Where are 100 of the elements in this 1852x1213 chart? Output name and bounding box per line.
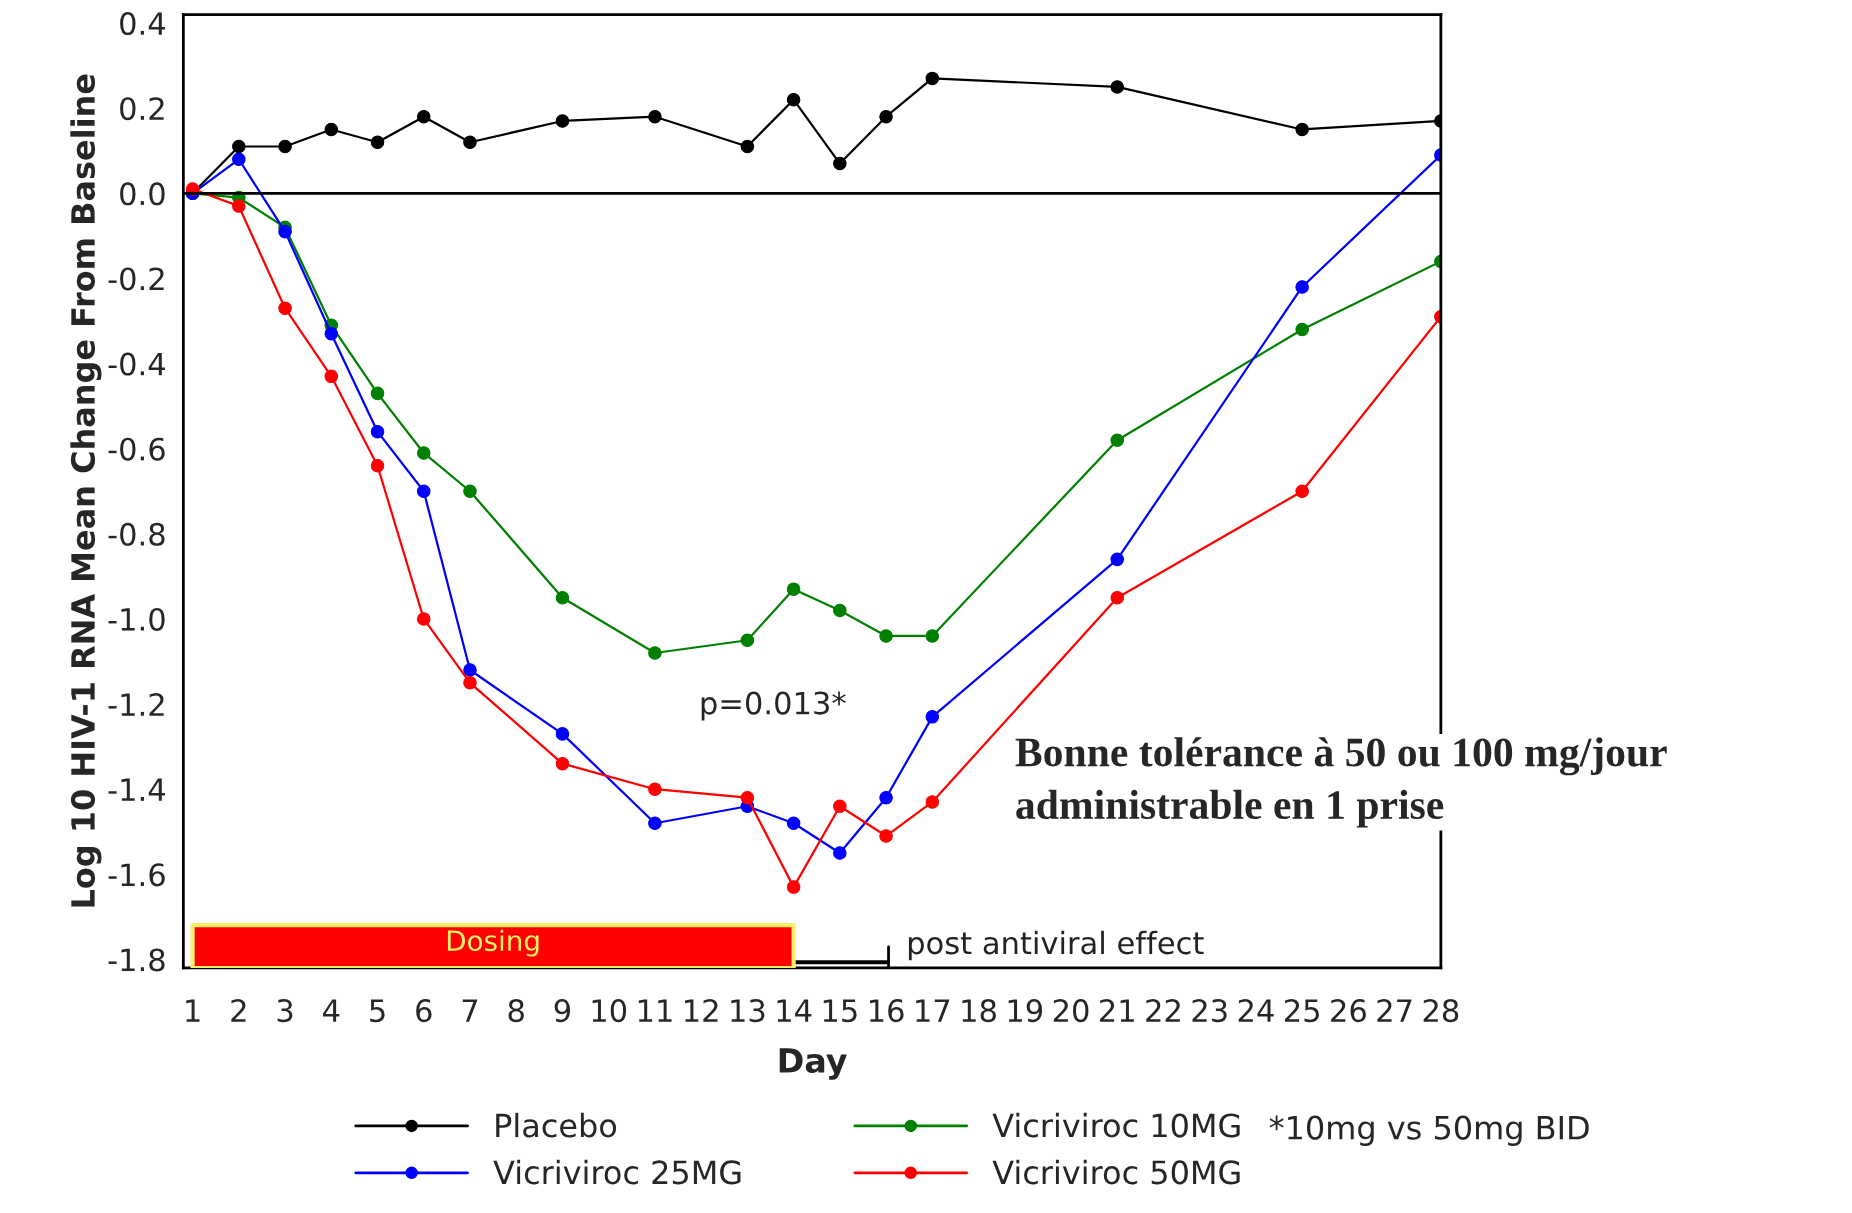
point [370,458,385,473]
x-tick-label: 27 [1377,999,1412,1022]
point [648,816,662,831]
x-tick-label: 18 [962,999,996,1023]
x-tick-label: 2 [231,999,246,1022]
x-tick-label: 9 [554,999,571,1023]
band-label: Dosing [447,929,539,957]
x-tick-label: 21 [1100,999,1134,1022]
point [740,139,755,154]
point [463,676,477,690]
point [786,582,801,596]
point [1295,322,1309,337]
x-tick-label: 4 [323,999,340,1022]
point [1295,122,1309,137]
point [648,646,662,660]
y-tick-label: -1.0 [108,607,165,631]
point [879,790,893,805]
point [925,71,940,86]
point [278,224,292,239]
x-tick-label: 11 [638,999,672,1022]
legend-label: Vicriviroc 25MG [493,1159,741,1185]
x-tick-label: 1 [186,999,200,1022]
x-tick-label: 20 [1053,999,1089,1023]
point [1295,484,1309,499]
point [232,199,246,213]
point [555,114,570,128]
x-tick-label: 7 [462,999,478,1022]
legend-label: Vicriviroc 50MG [992,1159,1240,1185]
point [324,122,339,137]
point [1110,80,1124,94]
point [278,139,292,154]
x-tick-label: 10 [592,999,627,1023]
point [833,799,847,813]
annotation: post antiviral effect [908,930,1204,961]
x-tick-label: 8 [508,999,524,1023]
point [648,782,662,796]
point [463,135,477,150]
x-tick-label: 22 [1146,999,1180,1022]
x-tick-label: 12 [685,999,718,1022]
y-tick-label: -1.6 [108,863,165,887]
annotation: p=0.013* [701,691,846,721]
point [925,795,940,809]
y-tick-label: 0.0 [120,182,165,206]
point [416,446,431,460]
point [740,633,755,648]
y-tick-label: -1.2 [108,693,164,716]
y-tick-label: -0.6 [108,437,165,461]
point [786,880,801,894]
x-tick-label: 16 [869,999,904,1023]
point [925,629,940,643]
point [879,109,893,124]
x-tick-label: 28 [1423,999,1459,1023]
point [1110,433,1124,447]
y-tick-label: -1.8 [108,948,165,972]
legend-label: Vicriviroc 10MG [992,1112,1240,1138]
point [324,327,339,341]
point [879,829,893,843]
legend-label: Placebo [496,1112,617,1138]
x-tick-label: 14 [777,999,812,1022]
y-tick-label: -0.4 [108,352,165,376]
annotation: Bonne tolérance à 50 ou 100 mg/jour administrable en 1 prise [1015,737,1667,828]
text: *10mg vs 50mg BID [1269,1115,1589,1146]
point [370,386,385,401]
point [925,710,940,724]
point [370,424,385,439]
point [555,756,570,771]
y-tick-label: 0.4 [120,12,165,36]
point [1110,552,1124,567]
x-tick-label: 13 [731,999,765,1023]
point [879,629,893,643]
point [1110,590,1124,605]
x-tick-label: 5 [370,999,385,1023]
point [1295,280,1309,294]
x-tick-label: 19 [1008,999,1043,1023]
x-axis-title: Day [779,1048,847,1080]
point [555,727,570,741]
point [786,816,801,831]
y-tick-label: -1.4 [108,778,165,801]
x-tick-label: 25 [1284,999,1319,1023]
x-tick-label: 15 [823,999,857,1023]
x-tick-label: 26 [1331,999,1366,1023]
y-tick-label: -0.8 [108,522,165,546]
point [416,612,431,626]
point [370,135,385,150]
point [416,484,431,499]
x-tick-label: 24 [1238,999,1274,1022]
point [833,846,847,860]
point [232,152,246,167]
y-tick-label: 0.2 [120,97,164,121]
x-tick-label: 6 [416,999,432,1023]
x-tick-label: 3 [277,999,293,1023]
point [463,663,477,677]
x-tick-label: 17 [916,999,950,1022]
point [463,484,477,499]
point [833,603,847,618]
point [278,301,292,316]
point [416,109,431,124]
point [786,92,801,107]
point [324,369,339,384]
point [555,590,570,605]
